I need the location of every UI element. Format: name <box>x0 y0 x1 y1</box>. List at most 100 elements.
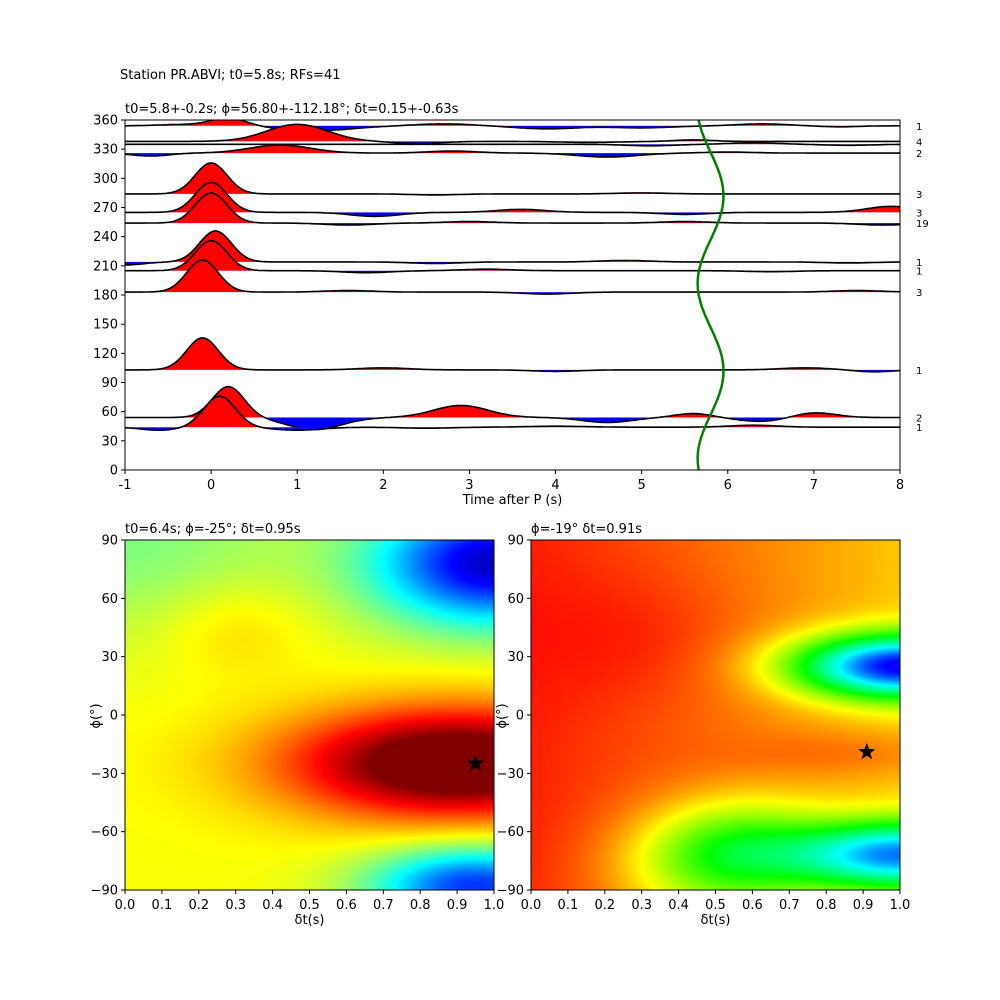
rf-negative-fill <box>125 369 900 372</box>
heatmap-left-x-label: δt(s) <box>295 913 325 928</box>
rf-trace-line <box>125 230 900 266</box>
trace-count-label: 3 <box>916 288 922 299</box>
x-tick-label: 0.0 <box>115 898 136 913</box>
y-tick-label: 90 <box>101 534 118 549</box>
rf-traces <box>125 120 900 431</box>
x-tick-label: 3 <box>465 478 473 493</box>
trace-count-label: 1 <box>916 366 922 377</box>
y-tick-label: −90 <box>91 884 118 899</box>
x-tick-label: 0.6 <box>336 898 357 913</box>
x-tick-label: 1.0 <box>484 898 505 913</box>
heatmap-left-y-ticks: −90 −60 −30 0 30 60 90 <box>91 534 125 899</box>
best-fit-star-right <box>858 742 876 760</box>
x-tick-label: 0.2 <box>594 898 615 913</box>
rf-trace <box>125 123 900 145</box>
y-tick-label: 0 <box>110 464 118 479</box>
heatmap-left-image <box>125 540 494 890</box>
x-tick-label: 0.3 <box>631 898 652 913</box>
x-tick-label: 0.1 <box>558 898 579 913</box>
heatmap-right-x-label: δt(s) <box>701 913 731 928</box>
trace-count-label: 1 <box>916 122 922 133</box>
trace-count-label: 3 <box>916 190 922 201</box>
rf-negative-fill <box>125 427 482 431</box>
x-tick-label: 0.8 <box>410 898 431 913</box>
trace-count-label: 3 <box>916 208 922 219</box>
x-tick-label: 0.2 <box>188 898 209 913</box>
x-tick-label: 8 <box>896 478 904 493</box>
rf-trace <box>125 162 900 196</box>
y-tick-label: 0 <box>110 709 118 724</box>
y-tick-label: 60 <box>101 592 118 607</box>
x-tick-label: 0.9 <box>447 898 468 913</box>
rf-trace-line <box>125 181 900 218</box>
trace-count-label: 19 <box>916 219 929 230</box>
y-tick-label: 180 <box>93 289 118 304</box>
trace-count-label: 2 <box>916 414 922 425</box>
rf-positive-fill <box>138 337 845 370</box>
heatmap-right-title: ϕ=-19° δt=0.91s <box>531 522 642 537</box>
rf-panel: t0=5.8+-0.2s; ϕ=56.80+-112.18°; δt=0.15+… <box>93 102 929 508</box>
y-tick-label: −30 <box>91 767 118 782</box>
y-tick-label: −60 <box>497 825 524 840</box>
x-tick-label: 0.6 <box>742 898 763 913</box>
y-tick-label: 30 <box>507 650 524 665</box>
rf-panel-title: t0=5.8+-0.2s; ϕ=56.80+-112.18°; δt=0.15+… <box>125 102 459 117</box>
y-tick-label: −30 <box>497 767 524 782</box>
best-fit-star <box>467 754 485 771</box>
y-tick-label: 90 <box>507 534 524 549</box>
best-fit-star <box>858 742 876 760</box>
trace-count-label: 1 <box>916 258 922 269</box>
rf-negative-fill <box>125 417 900 430</box>
trace-count-label: 4 <box>916 137 922 148</box>
trace-count-label: 2 <box>916 149 922 160</box>
rf-positive-fill <box>194 145 807 154</box>
heatmap-right: ϕ=-19° δt=0.91s 0.0 0.1 0.2 0.3 0.4 0.5 0.6 0.7… <box>495 522 910 928</box>
x-tick-label: 0 <box>207 478 215 493</box>
rf-positive-fill <box>189 124 743 142</box>
rf-trace-line <box>125 385 900 431</box>
rf-trace-line <box>125 144 900 158</box>
heatmap-right-image <box>531 540 900 890</box>
y-tick-label: 60 <box>101 405 118 420</box>
rf-trace-line <box>125 259 900 295</box>
y-tick-label: 90 <box>101 376 118 391</box>
trace-count-label: 1 <box>916 423 922 434</box>
y-tick-label: 330 <box>93 143 118 158</box>
y-tick-label: 30 <box>101 434 118 449</box>
rf-y-ticks: 0 30 60 90 120 150 180 210 240 270 300 330 360 <box>93 114 125 479</box>
figure-suptitle: Station PR.ABVI; t0=5.8s; RFs=41 <box>120 68 340 83</box>
y-tick-label: 0 <box>516 709 524 724</box>
x-tick-label: 0.0 <box>521 898 542 913</box>
heatmap-left-y-label: ϕ(°) <box>89 703 104 728</box>
rf-trace <box>125 395 900 431</box>
y-tick-label: 360 <box>93 114 118 129</box>
y-tick-label: 150 <box>93 318 118 333</box>
rf-trace-line <box>125 142 900 147</box>
x-tick-label: 0.9 <box>853 898 874 913</box>
rf-positive-fill <box>125 396 900 428</box>
rf-positive-fill <box>125 120 900 126</box>
y-tick-label: −90 <box>497 884 524 899</box>
x-tick-label: 0.5 <box>299 898 320 913</box>
trace-count-label: 1 <box>916 267 922 278</box>
x-tick-label: 0.4 <box>262 898 283 913</box>
y-tick-label: 300 <box>93 172 118 187</box>
x-tick-label: 1 <box>293 478 301 493</box>
y-tick-label: 270 <box>93 201 118 216</box>
y-tick-label: 240 <box>93 230 118 245</box>
x-tick-label: 0.7 <box>779 898 800 913</box>
heatmap-left-x-ticks: 0.0 0.1 0.2 0.3 0.4 0.5 0.6 0.7 0.8 0.9 1.0 <box>115 890 505 913</box>
x-tick-label: 6 <box>724 478 732 493</box>
x-tick-label: 7 <box>810 478 818 493</box>
rf-trace-line <box>125 162 900 196</box>
heatmap-left-title: t0=6.4s; ϕ=-25°; δt=0.95s <box>125 522 301 537</box>
rf-trace <box>125 144 900 158</box>
x-tick-label: 5 <box>638 478 646 493</box>
rf-trace-line <box>125 123 900 145</box>
rf-trace <box>125 192 900 226</box>
x-tick-label: -1 <box>119 478 132 493</box>
rf-trace-line <box>125 239 900 274</box>
